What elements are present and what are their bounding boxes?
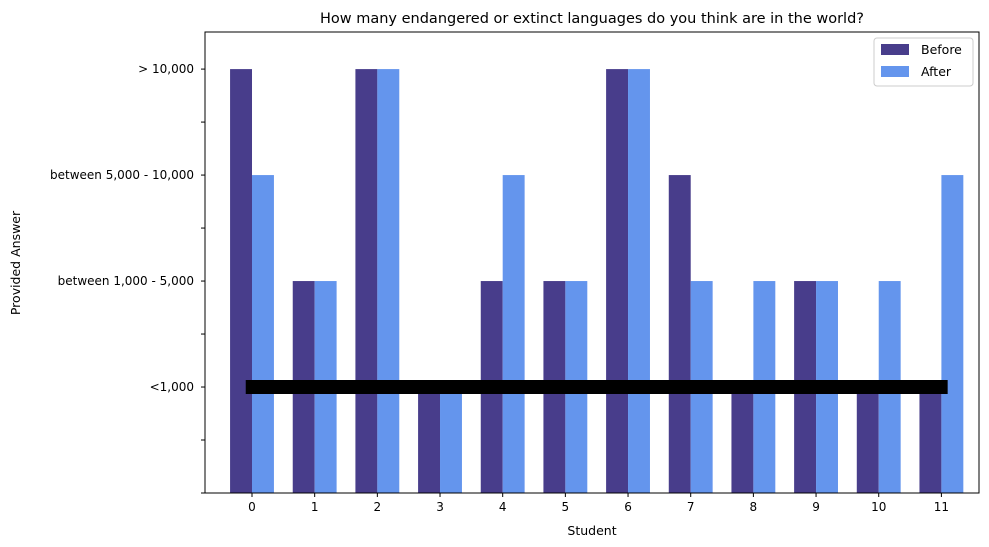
bar-after-4 xyxy=(502,175,525,493)
x-tick-label: 9 xyxy=(812,500,820,514)
legend-label-before: Before xyxy=(921,42,962,57)
x-tick-label: 11 xyxy=(934,500,949,514)
bar-before-0 xyxy=(230,69,253,494)
chart-title: How many endangered or extinct languages… xyxy=(320,11,864,27)
bars-layer xyxy=(230,69,964,494)
x-tick-label: 8 xyxy=(750,500,758,514)
plot-frame xyxy=(204,31,980,494)
x-tick-label: 7 xyxy=(687,500,695,514)
x-tick-label: 1 xyxy=(311,500,319,514)
y-tick-label: > 10,000 xyxy=(138,62,194,76)
legend: Before After xyxy=(873,37,974,87)
bar-before-2 xyxy=(355,69,378,494)
bar-before-8 xyxy=(731,387,754,493)
legend-swatch-before xyxy=(881,44,909,55)
x-tick-label: 3 xyxy=(436,500,444,514)
x-axis: 0 1 2 3 4 5 6 7 8 9 10 11 xyxy=(248,493,949,514)
bar-before-10 xyxy=(856,387,879,493)
legend-swatch-after xyxy=(881,66,909,77)
legend-label-after: After xyxy=(921,64,952,79)
x-tick-label: 0 xyxy=(248,500,256,514)
y-axis: > 10,000 between 5,000 - 10,000 between 1,… xyxy=(50,62,205,494)
bar-after-0 xyxy=(252,175,274,493)
bar-after-6 xyxy=(628,69,650,494)
x-tick-label: 2 xyxy=(374,500,382,514)
y-axis-title: Provided Answer xyxy=(8,210,23,315)
y-tick-label: between 1,000 - 5,000 xyxy=(58,274,194,288)
bar-before-6 xyxy=(606,69,629,494)
bar-before-11 xyxy=(919,387,942,493)
y-tick-label: between 5,000 - 10,000 xyxy=(50,168,194,182)
bar-before-7 xyxy=(668,175,691,493)
bar-after-11 xyxy=(941,175,964,493)
bar-after-3 xyxy=(440,387,462,493)
bar-before-3 xyxy=(418,387,441,493)
y-tick-label: <1,000 xyxy=(150,380,194,394)
x-axis-title: Student xyxy=(567,523,616,538)
x-tick-label: 4 xyxy=(499,500,507,514)
bar-after-2 xyxy=(377,69,400,494)
x-tick-label: 10 xyxy=(871,500,886,514)
x-tick-label: 6 xyxy=(624,500,632,514)
x-tick-label: 5 xyxy=(562,500,570,514)
